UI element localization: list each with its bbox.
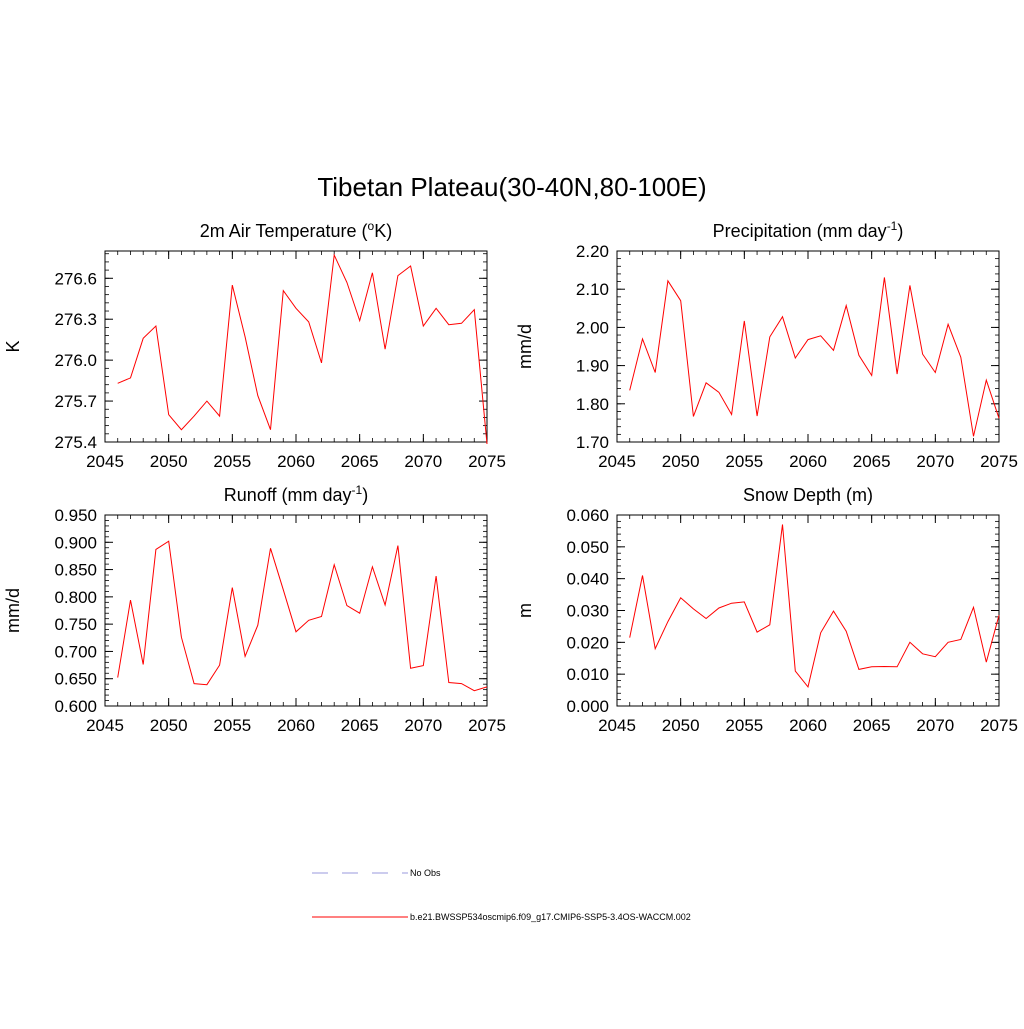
chart-panels: 2m Air Temperature (oK) K 2045 2050 2055 2060…	[3, 219, 1018, 735]
x-tick-label: 2070	[404, 452, 442, 471]
y-tick-label: 275.4	[54, 433, 97, 452]
y-tick-label: 0.010	[566, 665, 609, 684]
y-tick-label: 0.800	[54, 588, 97, 607]
panel-title-main: Snow Depth (m)	[743, 485, 873, 505]
y-tick-label: 275.7	[54, 392, 97, 411]
y-tick-label: 0.850	[54, 561, 97, 580]
y-axis-label: mm/d	[515, 324, 535, 369]
y-tick-label: 276.3	[54, 310, 97, 329]
y-tick-label: 0.950	[54, 506, 97, 525]
x-tick-label: 2065	[853, 452, 891, 471]
legend: No Obs b.e21.BWSSP534oscmip6.f09_g17.CMI…	[312, 868, 691, 922]
y-tick-label: 276.6	[54, 269, 97, 288]
x-tick-label: 2045	[86, 716, 124, 735]
x-tick-label: 2055	[725, 716, 763, 735]
figure-title: Tibetan Plateau(30-40N,80-100E)	[317, 172, 706, 202]
panel-title: Runoff (mm day-1)	[224, 483, 368, 505]
y-tick-label: 0.020	[566, 633, 609, 652]
x-tick-label: 2050	[150, 452, 188, 471]
y-tick-label: 0.750	[54, 615, 97, 634]
x-tick-label: 2075	[980, 716, 1018, 735]
y-axis-label: mm/d	[3, 588, 23, 633]
x-tick-label: 2075	[468, 452, 506, 471]
legend-label-no-obs: No Obs	[410, 868, 441, 878]
panel-title-sup: o	[368, 219, 375, 233]
x-tick-label: 2060	[789, 716, 827, 735]
y-tick-label: 1.80	[576, 395, 609, 414]
panel-title-main: 2m Air Temperature (	[200, 221, 368, 241]
x-tick-label: 2070	[916, 452, 954, 471]
panel-title-main: Precipitation (mm day	[713, 221, 887, 241]
x-tick-label: 2060	[277, 716, 315, 735]
x-tick-label: 2075	[980, 452, 1018, 471]
y-axis-label: m	[515, 603, 535, 618]
x-tick-label: 2070	[404, 716, 442, 735]
x-tick-label: 2075	[468, 716, 506, 735]
x-tick-label: 2060	[277, 452, 315, 471]
panel-title-after: K)	[374, 221, 392, 241]
panel-title: 2m Air Temperature (oK)	[200, 219, 392, 241]
y-tick-label: 0.040	[566, 570, 609, 589]
series-line	[117, 540, 488, 692]
y-tick-label: 0.700	[54, 642, 97, 661]
y-tick-label: 2.20	[576, 242, 609, 261]
x-tick-label: 2055	[725, 452, 763, 471]
panel-title: Snow Depth (m)	[743, 485, 873, 505]
y-tick-label: 276.0	[54, 351, 97, 370]
panel-title-main: Runoff (mm day	[224, 485, 352, 505]
y-tick-label: 0.900	[54, 533, 97, 552]
panel-precipitation: Precipitation (mm day-1) mm/d 2045 2050 2055…	[515, 219, 1018, 471]
panel-runoff: Runoff (mm day-1) mm/d 2045 2050 2055 2060 206…	[3, 483, 506, 735]
panel-snow-depth: Snow Depth (m) m 2045 2050 2055 2060 2065 2070 2…	[515, 485, 1018, 735]
x-tick-label: 2050	[662, 452, 700, 471]
y-tick-label: 0.000	[566, 697, 609, 716]
legend-label-model: b.e21.BWSSP534oscmip6.f09_g17.CMIP6-SSP5…	[410, 912, 691, 922]
plot-frame	[104, 250, 488, 443]
y-tick-label: 2.00	[576, 318, 609, 337]
y-tick-label: 0.600	[54, 697, 97, 716]
panel-temperature: 2m Air Temperature (oK) K 2045 2050 2055 2060…	[3, 219, 506, 471]
y-tick-label: 1.70	[576, 433, 609, 452]
panel-title-sup: -1	[887, 219, 898, 233]
y-tick-label: 0.060	[566, 506, 609, 525]
y-axis-label: K	[3, 340, 23, 352]
x-tick-label: 2070	[916, 716, 954, 735]
series-line	[629, 524, 1000, 689]
x-tick-label: 2055	[213, 452, 251, 471]
series-line	[629, 277, 1000, 437]
x-tick-label: 2065	[341, 452, 379, 471]
x-tick-label: 2065	[341, 716, 379, 735]
panel-title-after: )	[362, 485, 368, 505]
y-tick-label: 0.050	[566, 538, 609, 557]
panel-title-sup: -1	[352, 483, 363, 497]
x-tick-label: 2045	[598, 716, 636, 735]
plot-frame	[104, 514, 488, 707]
x-tick-label: 2050	[662, 716, 700, 735]
y-tick-label: 0.030	[566, 602, 609, 621]
y-tick-label: 2.10	[576, 280, 609, 299]
y-tick-label: 1.90	[576, 357, 609, 376]
x-tick-label: 2065	[853, 716, 891, 735]
series-line	[117, 253, 488, 445]
x-tick-label: 2050	[150, 716, 188, 735]
x-tick-label: 2055	[213, 716, 251, 735]
x-tick-label: 2045	[598, 452, 636, 471]
panel-title-after: )	[897, 221, 903, 241]
x-tick-label: 2060	[789, 452, 827, 471]
x-tick-label: 2045	[86, 452, 124, 471]
panel-title: Precipitation (mm day-1)	[713, 219, 904, 241]
y-tick-label: 0.650	[54, 670, 97, 689]
